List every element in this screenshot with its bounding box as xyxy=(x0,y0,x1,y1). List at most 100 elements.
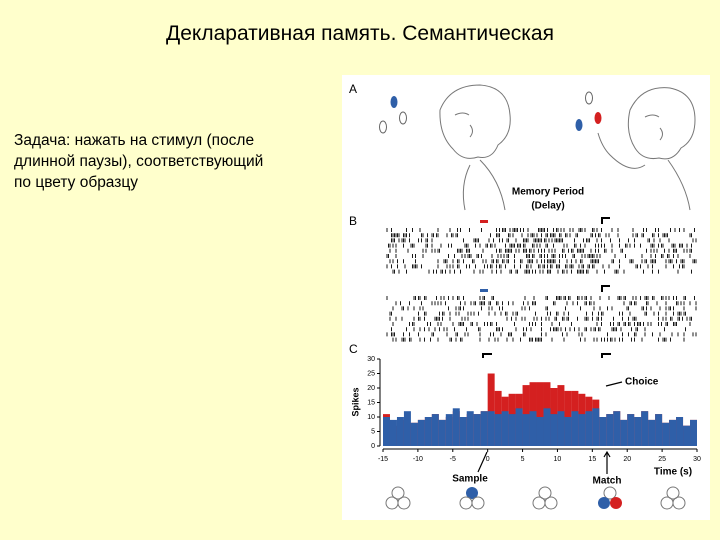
histogram-bar xyxy=(690,419,697,446)
histogram-bar xyxy=(613,411,621,446)
x-tick-label: -5 xyxy=(450,456,456,463)
annotation: Choice xyxy=(625,377,659,388)
raster-row xyxy=(392,322,691,326)
stimulus xyxy=(585,91,593,105)
histogram-bar xyxy=(445,414,453,446)
body-line: Задача: нажать на стимул (после xyxy=(14,132,255,149)
histogram-bar xyxy=(403,411,411,446)
annotation: Memory Period xyxy=(512,187,584,198)
panel-label: A xyxy=(349,82,357,96)
figure-panel xyxy=(342,75,710,520)
body-line: длинной паузы), соответствующий xyxy=(14,153,264,170)
histogram-bar xyxy=(578,414,586,446)
histogram-bar xyxy=(683,425,691,446)
histogram-bar xyxy=(466,411,474,446)
histogram-bar xyxy=(585,411,593,446)
stimulus xyxy=(466,487,478,499)
event-marker xyxy=(480,220,488,223)
raster-row xyxy=(386,332,697,337)
raster-row xyxy=(391,238,697,243)
x-tick-label: 15 xyxy=(588,456,596,463)
raster-row xyxy=(389,259,697,264)
raster-row xyxy=(391,327,686,332)
raster-row xyxy=(395,301,697,306)
histogram-bar xyxy=(606,414,614,446)
histogram-bar xyxy=(438,419,446,446)
x-tick-label: -10 xyxy=(413,456,423,463)
histogram-bar xyxy=(655,414,663,446)
histogram-bar xyxy=(641,411,649,446)
x-tick-label: 10 xyxy=(554,456,562,463)
y-tick-label: 15 xyxy=(367,399,375,406)
y-tick-label: 0 xyxy=(371,443,375,450)
histogram-bar xyxy=(634,417,642,446)
histogram-bar xyxy=(550,414,558,446)
histogram-bar xyxy=(452,408,460,446)
monkey-drawing xyxy=(439,84,696,211)
histogram-bar xyxy=(417,419,425,446)
histogram-bar xyxy=(431,414,439,446)
raster-row xyxy=(389,316,692,321)
raster-row xyxy=(392,306,697,311)
stimulus-set xyxy=(385,486,686,510)
y-axis-label: Spikes xyxy=(350,387,360,416)
histogram-bar xyxy=(536,417,544,446)
histogram-bar xyxy=(676,417,684,446)
histogram-bar xyxy=(571,411,579,446)
histogram-bar xyxy=(592,408,600,446)
x-tick-label: 5 xyxy=(521,456,525,463)
y-tick-label: 5 xyxy=(371,428,375,435)
x-tick-label: 0 xyxy=(486,456,490,463)
histogram-bar xyxy=(557,411,565,446)
histogram-bar xyxy=(669,419,677,446)
arrow xyxy=(477,450,611,474)
stimulus xyxy=(471,496,485,510)
histogram-bar xyxy=(396,417,404,446)
raster-row xyxy=(392,337,685,342)
histogram-bar xyxy=(410,422,418,446)
stimulus xyxy=(598,497,610,509)
stimulus xyxy=(379,120,387,134)
slide-title: Декларативная память. Семантическая xyxy=(166,22,554,45)
histogram-bar xyxy=(564,417,572,446)
histogram-bar xyxy=(543,408,551,446)
stimulus xyxy=(594,112,602,124)
x-tick-label: -15 xyxy=(378,456,388,463)
raster-row xyxy=(386,254,691,258)
x-tick-label: 30 xyxy=(693,456,701,463)
stimulus xyxy=(399,111,407,125)
histogram-bar xyxy=(536,382,544,446)
arrow xyxy=(605,381,623,387)
y-tick-label: 10 xyxy=(367,414,375,421)
y-tick-label: 30 xyxy=(367,356,375,363)
event-marker xyxy=(480,289,488,292)
x-tick-label: 25 xyxy=(658,456,666,463)
raster-row xyxy=(386,296,695,300)
x-axis-label: Time (s) xyxy=(654,467,692,478)
stimulus xyxy=(390,96,398,108)
stimulus xyxy=(575,119,583,131)
histogram-bar xyxy=(648,419,656,446)
annotation: Match xyxy=(593,476,622,487)
histogram-bar xyxy=(508,414,516,446)
panel-label: B xyxy=(349,214,357,228)
raster-row xyxy=(392,269,692,274)
histogram-bar xyxy=(487,373,495,446)
histogram-bar xyxy=(389,419,397,446)
histogram-bar xyxy=(620,419,628,446)
histogram-bar xyxy=(473,414,481,446)
histogram-bar xyxy=(599,417,607,446)
y-tick-label: 25 xyxy=(367,370,375,377)
histogram-bar xyxy=(383,417,390,446)
histogram-bar xyxy=(494,414,502,446)
raster xyxy=(386,228,697,342)
histogram-bar xyxy=(459,417,467,446)
x-tick-label: 20 xyxy=(623,456,631,463)
histogram-bar xyxy=(480,411,488,446)
histogram-bar xyxy=(662,422,670,446)
histogram-bar xyxy=(522,414,530,446)
raster-row xyxy=(388,243,692,248)
histogram-bar xyxy=(515,408,523,446)
